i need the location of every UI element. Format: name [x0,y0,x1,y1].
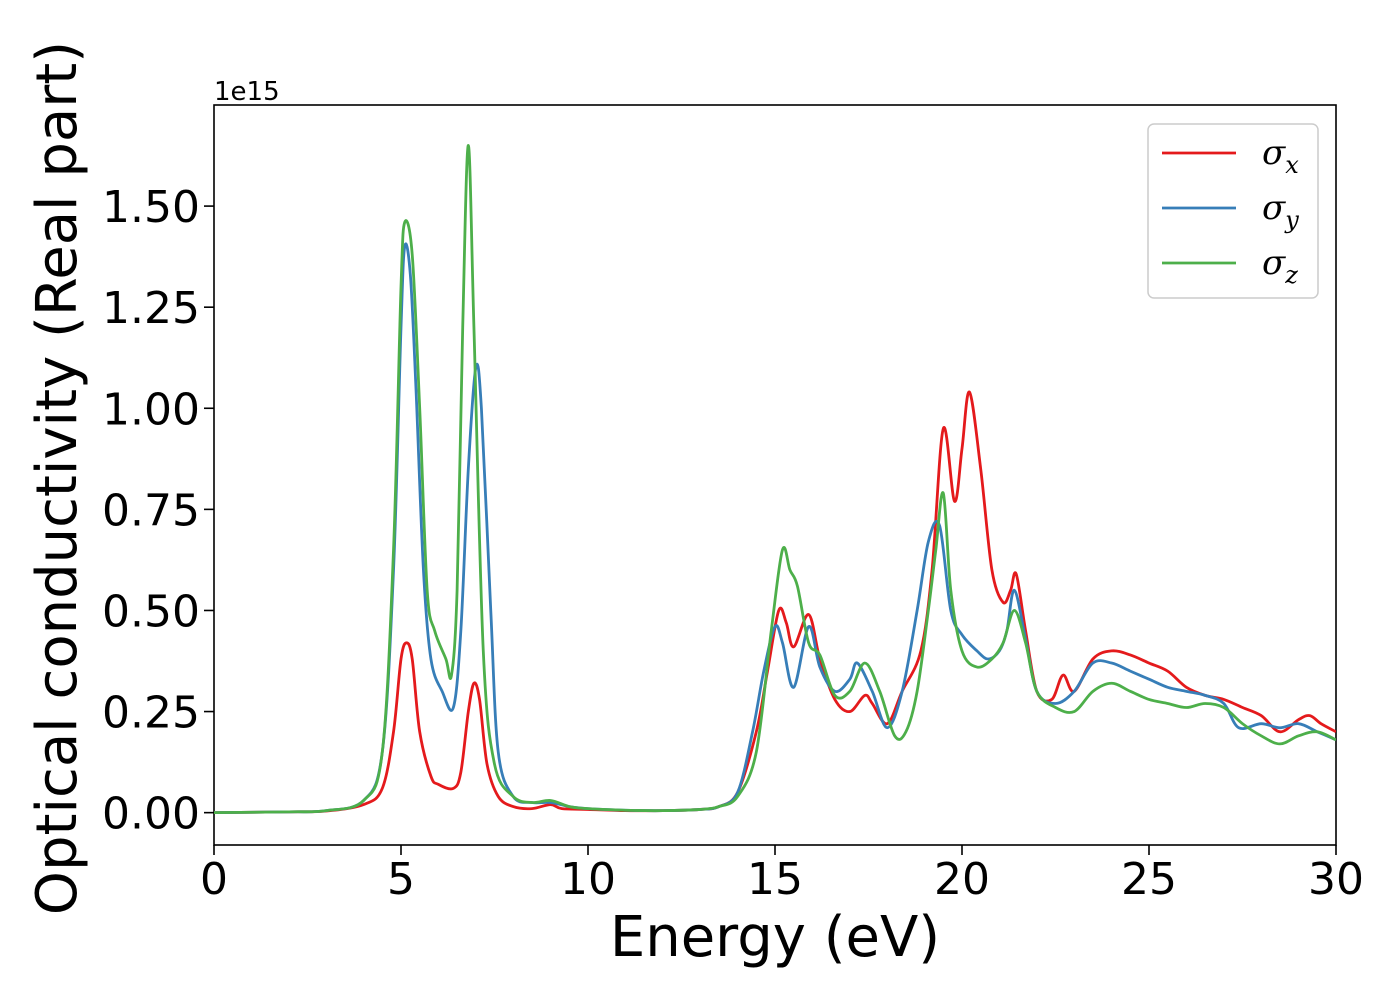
x-tick-label: 10 [560,854,616,905]
y-tick-label: 0.50 [102,586,200,637]
y-axis: 0.00 0.25 0.50 0.75 1.00 1.25 1.50 [102,182,214,840]
y-tick-label: 0.25 [102,688,200,739]
legend: σx σy σz [1147,123,1319,299]
x-axis-title: Energy (eV) [610,905,940,970]
y-tick-label: 1.50 [102,182,200,233]
x-tick-label: 20 [934,854,990,905]
legend-label-z: σz [1262,243,1298,289]
series-line-y [214,242,1336,815]
y-tick-label: 0.00 [102,789,200,840]
series-line-z [214,144,1336,815]
legend-label-x: σx [1262,133,1299,179]
x-tick-label: 30 [1308,854,1364,905]
legend-box [1147,123,1319,299]
y-tick-label: 1.25 [102,283,200,334]
y-tick-label: 0.75 [102,485,200,536]
y-axis-title: Optical conductivity (Real part) [25,41,90,915]
series-line-x [214,390,1336,815]
y-offset-label: 1e15 [214,77,280,107]
x-tick-label: 15 [747,854,803,905]
x-axis: 0 5 10 15 20 25 30 [200,845,1364,905]
x-tick-label: 0 [200,854,228,905]
x-tick-label: 25 [1121,854,1177,905]
y-tick-label: 1.00 [102,384,200,435]
x-tick-label: 5 [387,854,415,905]
series-layer [214,144,1336,815]
legend-label-y: σy [1262,188,1299,234]
